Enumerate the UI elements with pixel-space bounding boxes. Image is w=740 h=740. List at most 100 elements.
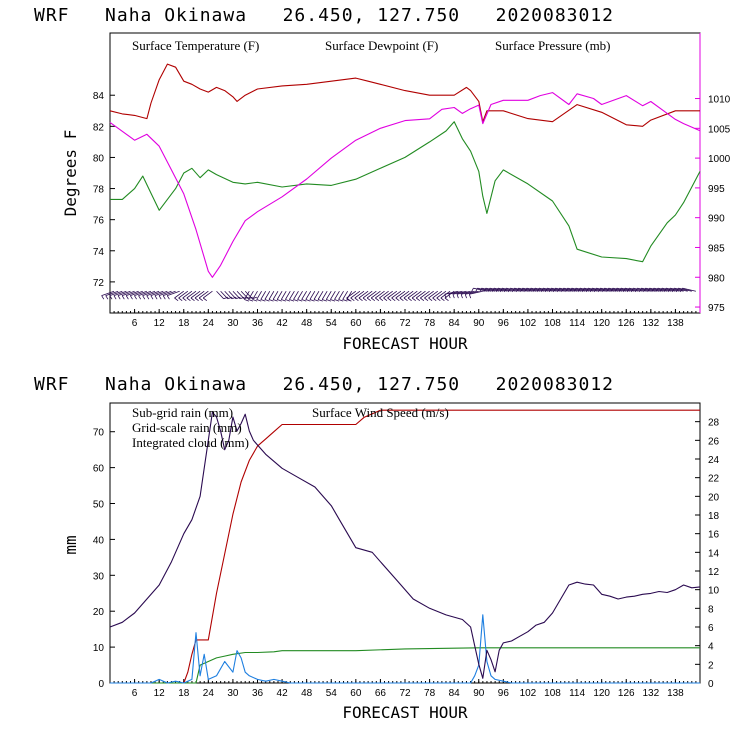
panel-1-x-label: FORECAST HOUR bbox=[342, 334, 468, 353]
wind-barb-flag bbox=[524, 288, 528, 293]
y-tick-label: 20 bbox=[93, 607, 105, 618]
wind-barb-flag bbox=[614, 288, 618, 293]
y-right-tick-label: 1000 bbox=[708, 154, 731, 165]
wind-barb-flag bbox=[109, 295, 113, 300]
wind-barb-flag bbox=[330, 299, 336, 302]
wind-barb-shaft bbox=[186, 290, 197, 299]
wind-barb-flag bbox=[499, 288, 503, 293]
x-tick-label: 84 bbox=[449, 318, 461, 329]
series-line-sub-grid-rain-mm bbox=[110, 409, 700, 684]
series-line-surface-wind-speed-m-s bbox=[109, 411, 701, 679]
legend-subgrid-rain: Sub-grid rain (mm) bbox=[132, 405, 233, 420]
x-tick-label: 72 bbox=[399, 688, 411, 699]
wind-barb-flag bbox=[503, 288, 507, 293]
wind-barb-flag bbox=[411, 297, 416, 302]
panel-1-left-axis: 72 74 76 78 80 82 84 bbox=[93, 91, 115, 289]
y-right-tick-label: 26 bbox=[708, 436, 720, 447]
x-tick-label: 66 bbox=[375, 318, 387, 329]
wind-barb-shaft bbox=[228, 290, 237, 300]
wind-barb-flag bbox=[342, 299, 348, 302]
wind-barb-flag bbox=[444, 294, 447, 299]
wind-barb-flag bbox=[471, 288, 474, 293]
wind-barb-flag bbox=[375, 297, 380, 302]
wind-barb-shaft bbox=[456, 290, 471, 295]
x-tick-label: 42 bbox=[277, 688, 289, 699]
wind-barb-shaft bbox=[379, 290, 389, 299]
y-tick-label: 40 bbox=[93, 535, 105, 546]
wind-barb-shaft bbox=[395, 290, 406, 299]
wind-barb-shaft bbox=[182, 290, 193, 299]
wind-barb-shaft bbox=[305, 291, 312, 300]
y-right-tick-label: 28 bbox=[708, 418, 720, 429]
wind-barb-flag bbox=[444, 297, 449, 302]
y-right-tick-label: 6 bbox=[708, 623, 714, 634]
wind-barb-shaft bbox=[407, 290, 418, 299]
wind-barb-flag bbox=[598, 288, 601, 293]
wind-barb-shaft bbox=[289, 291, 295, 300]
wind-barb-flag bbox=[663, 288, 667, 293]
legend-surface-pressure: Surface Pressure (mb) bbox=[495, 38, 611, 53]
wind-barb-shaft bbox=[236, 290, 245, 300]
wind-barb-flag bbox=[436, 297, 441, 302]
wind-barb-flag bbox=[268, 299, 274, 302]
wind-barb-flag bbox=[679, 288, 683, 293]
wind-barb-shaft bbox=[325, 291, 332, 300]
y-tick-label: 50 bbox=[93, 500, 105, 511]
wind-barb-flag bbox=[202, 297, 208, 302]
wind-barb-shaft bbox=[301, 291, 308, 300]
wind-barb-flag bbox=[366, 297, 371, 302]
wind-barb-flag bbox=[162, 295, 166, 300]
wind-barb-flag bbox=[585, 288, 589, 293]
wind-barb-shaft bbox=[256, 291, 262, 300]
series-line-surface-pressure-mb bbox=[109, 92, 701, 278]
x-tick-label: 18 bbox=[178, 688, 190, 699]
y-right-tick-label: 995 bbox=[708, 184, 725, 195]
wind-barb-flag bbox=[293, 299, 299, 302]
wind-barb-shaft bbox=[342, 291, 348, 300]
y-right-tick-label: 990 bbox=[708, 214, 725, 225]
y-right-tick-label: 16 bbox=[708, 530, 720, 541]
wind-barb-flag bbox=[528, 288, 532, 293]
wind-barb-shaft bbox=[370, 290, 381, 299]
wind-barb-flag bbox=[370, 297, 376, 302]
x-tick-label: 12 bbox=[154, 318, 166, 329]
wind-barb-shaft bbox=[436, 290, 447, 299]
y-right-tick-label: 18 bbox=[708, 511, 720, 522]
wind-barb-shaft bbox=[375, 290, 385, 299]
legend-surface-temperature: Surface Temperature (F) bbox=[132, 38, 259, 53]
x-tick-label: 126 bbox=[618, 688, 635, 699]
wind-barb-flag bbox=[182, 297, 187, 302]
series-line-surface-temperature-f bbox=[109, 63, 700, 127]
wind-barb-flag bbox=[647, 288, 650, 293]
wind-barb-flag bbox=[334, 299, 340, 302]
wind-barb-shaft bbox=[272, 291, 279, 300]
y-right-tick-label: 1005 bbox=[708, 124, 731, 135]
wind-barb-shaft bbox=[109, 290, 123, 296]
wind-barb-flag bbox=[231, 296, 237, 300]
wind-barb-flag bbox=[536, 288, 540, 293]
wind-barb-flag bbox=[589, 288, 593, 293]
panel-1-x-axis: 6 12 18 24 30 36 42 48 54 60 66 72 78 84 90 96 102 108 114… bbox=[113, 309, 697, 329]
wind-barb-flag bbox=[448, 294, 451, 299]
wind-barb-shaft bbox=[264, 291, 271, 300]
wind-barb-flag bbox=[432, 297, 437, 302]
wind-barb-shaft bbox=[415, 290, 426, 299]
wind-barb-flag bbox=[277, 299, 282, 302]
wind-barb-flag bbox=[154, 295, 158, 300]
x-tick-label: 120 bbox=[593, 318, 610, 329]
wind-barb-shaft bbox=[403, 290, 414, 299]
x-tick-label: 114 bbox=[569, 688, 585, 699]
y-tick-label: 72 bbox=[93, 278, 105, 289]
x-tick-label: 126 bbox=[618, 318, 635, 329]
wind-barb-shaft bbox=[358, 290, 369, 299]
wind-barb-shaft bbox=[268, 291, 275, 300]
wind-barb-shaft bbox=[216, 290, 224, 300]
wind-barb-shaft bbox=[276, 291, 283, 300]
wind-barb-flag bbox=[516, 288, 519, 293]
wind-barbs bbox=[101, 287, 696, 302]
series-line-integrated-cloud-mm bbox=[110, 614, 700, 684]
wind-barb-shaft bbox=[252, 291, 258, 300]
wind-barb-shaft bbox=[220, 290, 229, 300]
x-tick-label: 66 bbox=[375, 688, 387, 699]
